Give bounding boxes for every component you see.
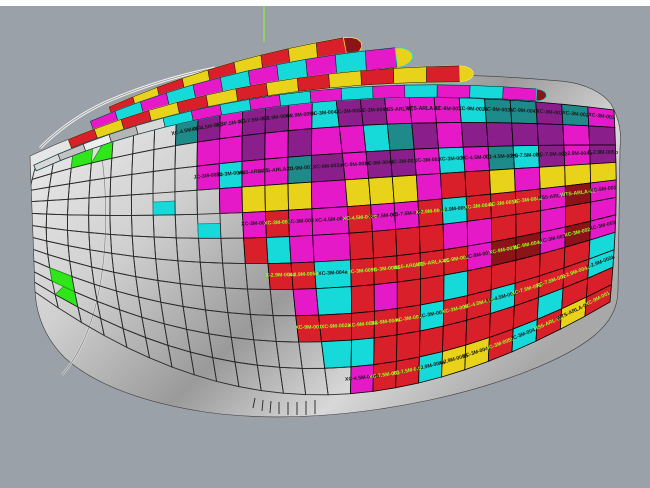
svg-text:XC-3M-002: XC-3M-002 [414,157,441,164]
svg-text:X-2.9M-005b: X-2.9M-005b [588,150,618,156]
svg-text:XC-9M-001: XC-9M-001 [295,324,322,331]
